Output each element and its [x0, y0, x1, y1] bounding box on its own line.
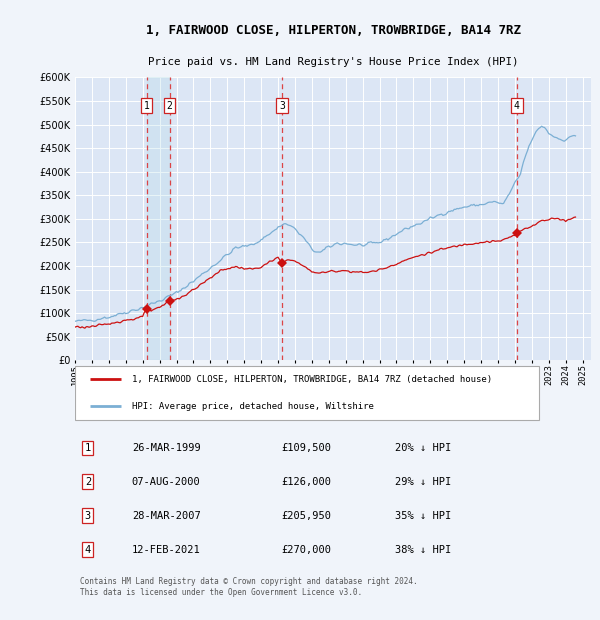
Text: 35% ↓ HPI: 35% ↓ HPI: [395, 511, 451, 521]
Text: £205,950: £205,950: [281, 511, 331, 521]
Text: 3: 3: [85, 511, 91, 521]
Text: 1, FAIRWOOD CLOSE, HILPERTON, TROWBRIDGE, BA14 7RZ (detached house): 1, FAIRWOOD CLOSE, HILPERTON, TROWBRIDGE…: [132, 374, 492, 384]
FancyBboxPatch shape: [75, 366, 539, 420]
Text: £270,000: £270,000: [281, 544, 331, 555]
Text: 4: 4: [514, 100, 520, 111]
Text: HPI: Average price, detached house, Wiltshire: HPI: Average price, detached house, Wilt…: [132, 402, 374, 411]
Text: 3: 3: [279, 100, 285, 111]
Text: 07-AUG-2000: 07-AUG-2000: [132, 477, 200, 487]
Text: 1: 1: [85, 443, 91, 453]
Text: 28-MAR-2007: 28-MAR-2007: [132, 511, 200, 521]
Text: £109,500: £109,500: [281, 443, 331, 453]
Text: 4: 4: [85, 544, 91, 555]
Text: 1: 1: [143, 100, 149, 111]
Text: 38% ↓ HPI: 38% ↓ HPI: [395, 544, 451, 555]
Text: 1, FAIRWOOD CLOSE, HILPERTON, TROWBRIDGE, BA14 7RZ: 1, FAIRWOOD CLOSE, HILPERTON, TROWBRIDGE…: [146, 24, 521, 37]
Text: 26-MAR-1999: 26-MAR-1999: [132, 443, 200, 453]
Bar: [146, 78, 170, 360]
Text: 2: 2: [85, 477, 91, 487]
Text: 2: 2: [167, 100, 173, 111]
Text: 29% ↓ HPI: 29% ↓ HPI: [395, 477, 451, 487]
Text: 12-FEB-2021: 12-FEB-2021: [132, 544, 200, 555]
Text: Contains HM Land Registry data © Crown copyright and database right 2024.
This d: Contains HM Land Registry data © Crown c…: [80, 577, 418, 597]
Text: 20% ↓ HPI: 20% ↓ HPI: [395, 443, 451, 453]
Text: £126,000: £126,000: [281, 477, 331, 487]
Text: Price paid vs. HM Land Registry's House Price Index (HPI): Price paid vs. HM Land Registry's House …: [148, 57, 518, 67]
